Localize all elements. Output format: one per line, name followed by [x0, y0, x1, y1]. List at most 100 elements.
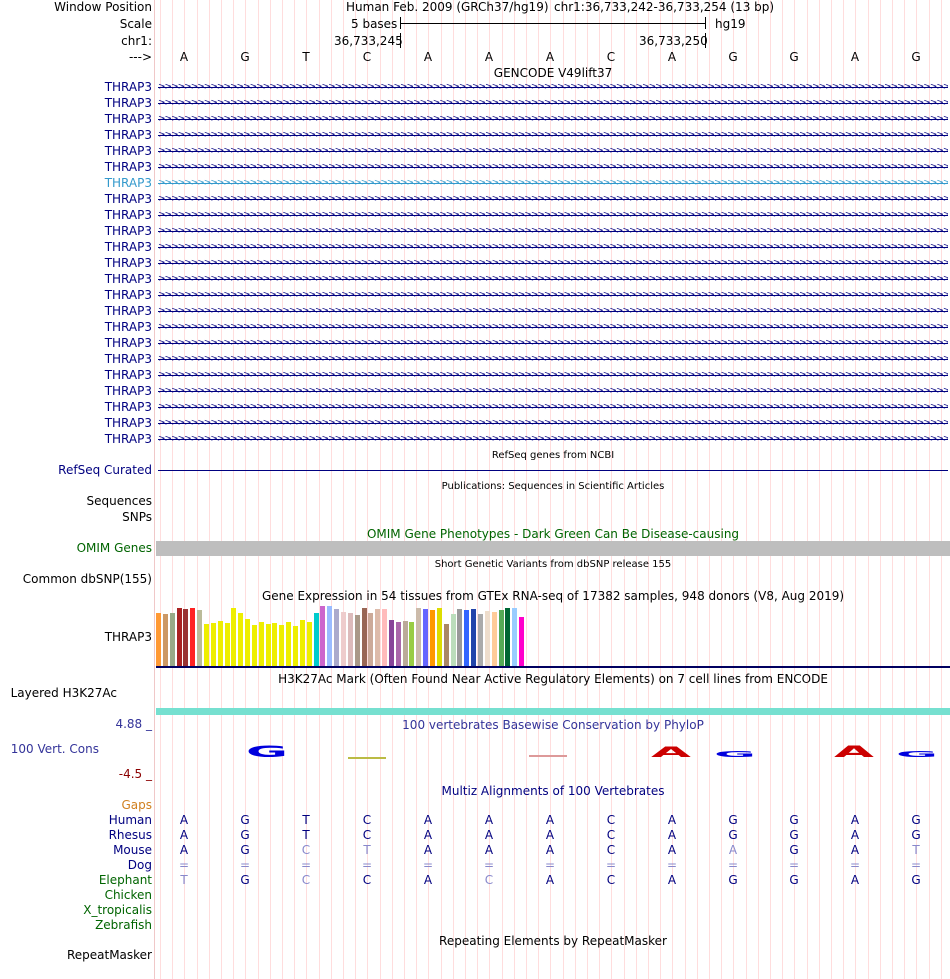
gencode-transcript-label[interactable]: THRAP3 — [104, 432, 152, 446]
gtex-tissue-bar[interactable] — [423, 609, 429, 666]
gtex-tissue-bar[interactable] — [217, 621, 223, 666]
multiz-species-label[interactable]: Mouse — [113, 843, 152, 857]
gtex-tissue-bar[interactable] — [313, 613, 319, 666]
gencode-transcript-line[interactable]: >>>>>>>>>>>>>>>>>>>>>>>>>>>>>>>>>>>>>>>>… — [158, 98, 948, 108]
gtex-tissue-bar[interactable] — [505, 608, 511, 666]
h3k27ac-signal[interactable] — [156, 708, 950, 715]
multiz-species-label[interactable]: X_tropicalis — [83, 903, 152, 917]
gtex-tissue-bar[interactable] — [388, 620, 394, 666]
repeatmasker-label[interactable]: RepeatMasker — [66, 948, 152, 962]
gencode-transcript-label[interactable]: THRAP3 — [104, 304, 152, 318]
omim-gene-band[interactable] — [156, 541, 950, 556]
gtex-tissue-bar[interactable] — [231, 608, 237, 666]
gencode-transcript-line[interactable]: >>>>>>>>>>>>>>>>>>>>>>>>>>>>>>>>>>>>>>>>… — [158, 194, 948, 204]
gtex-tissue-bar[interactable] — [183, 609, 189, 666]
gtex-tissue-bar[interactable] — [190, 608, 196, 666]
gtex-tissue-bar[interactable] — [361, 608, 367, 666]
h3k27ac-track-title[interactable]: H3K27Ac Mark (Often Found Near Active Re… — [278, 672, 828, 686]
multiz-species-label[interactable]: Human — [108, 813, 152, 827]
gencode-transcript-line[interactable]: >>>>>>>>>>>>>>>>>>>>>>>>>>>>>>>>>>>>>>>>… — [158, 130, 948, 140]
gencode-transcript-label[interactable]: THRAP3 — [104, 96, 152, 110]
gencode-transcript-label[interactable]: THRAP3 — [104, 400, 152, 414]
gencode-transcript-label[interactable]: THRAP3 — [104, 320, 152, 334]
gencode-transcript-label[interactable]: THRAP3 — [104, 208, 152, 222]
gtex-tissue-bar[interactable] — [409, 622, 415, 666]
gencode-transcript-line[interactable]: >>>>>>>>>>>>>>>>>>>>>>>>>>>>>>>>>>>>>>>>… — [158, 114, 948, 124]
gtex-tissue-bar[interactable] — [306, 622, 312, 666]
dbsnp-track-title[interactable]: Short Genetic Variants from dbSNP releas… — [434, 559, 672, 570]
gtex-tissue-bar[interactable] — [491, 612, 497, 666]
gencode-transcript-line[interactable]: >>>>>>>>>>>>>>>>>>>>>>>>>>>>>>>>>>>>>>>>… — [158, 386, 948, 396]
multiz-track-title[interactable]: Multiz Alignments of 100 Vertebrates — [441, 784, 665, 798]
gencode-transcript-line[interactable]: >>>>>>>>>>>>>>>>>>>>>>>>>>>>>>>>>>>>>>>>… — [158, 226, 948, 236]
gencode-transcript-line[interactable]: >>>>>>>>>>>>>>>>>>>>>>>>>>>>>>>>>>>>>>>>… — [158, 402, 948, 412]
gtex-tissue-bar[interactable] — [245, 619, 251, 666]
publications-track-title[interactable]: Publications: Sequences in Scientific Ar… — [441, 481, 665, 492]
refseq-label[interactable]: RefSeq Curated — [58, 463, 152, 477]
gencode-transcript-line[interactable]: >>>>>>>>>>>>>>>>>>>>>>>>>>>>>>>>>>>>>>>>… — [158, 82, 948, 92]
gtex-tissue-bar[interactable] — [450, 614, 456, 666]
dbsnp-label[interactable]: Common dbSNP(155) — [22, 572, 152, 586]
gencode-transcript-label[interactable]: THRAP3 — [104, 336, 152, 350]
omim-label[interactable]: OMIM Genes — [76, 541, 152, 555]
gtex-tissue-bar[interactable] — [457, 609, 463, 666]
multiz-species-label[interactable]: Chicken — [104, 888, 152, 902]
multiz-species-label[interactable]: Dog — [127, 858, 152, 872]
gencode-transcript-label[interactable]: THRAP3 — [104, 416, 152, 430]
gencode-transcript-label[interactable]: THRAP3 — [104, 288, 152, 302]
gtex-tissue-bar[interactable] — [512, 608, 518, 666]
gtex-tissue-bar[interactable] — [279, 625, 285, 666]
gencode-transcript-line[interactable]: >>>>>>>>>>>>>>>>>>>>>>>>>>>>>>>>>>>>>>>>… — [158, 210, 948, 220]
gencode-transcript-label[interactable]: THRAP3 — [104, 272, 152, 286]
gtex-label[interactable]: THRAP3 — [104, 630, 152, 644]
gtex-tissue-bar[interactable] — [484, 611, 490, 666]
multiz-species-label[interactable]: Elephant — [98, 873, 152, 887]
gencode-transcript-line[interactable]: >>>>>>>>>>>>>>>>>>>>>>>>>>>>>>>>>>>>>>>>… — [158, 338, 948, 348]
gencode-transcript-label[interactable]: THRAP3 — [104, 224, 152, 238]
gtex-tissue-bar[interactable] — [347, 613, 353, 666]
multiz-species-label[interactable]: Rhesus — [108, 828, 152, 842]
gtex-tissue-bar[interactable] — [443, 624, 449, 666]
gtex-tissue-bar[interactable] — [251, 625, 257, 666]
gencode-transcript-label[interactable]: THRAP3 — [104, 368, 152, 382]
gencode-transcript-line[interactable]: >>>>>>>>>>>>>>>>>>>>>>>>>>>>>>>>>>>>>>>>… — [158, 434, 948, 444]
gencode-transcript-line[interactable]: >>>>>>>>>>>>>>>>>>>>>>>>>>>>>>>>>>>>>>>>… — [158, 146, 948, 156]
gtex-tissue-bar[interactable] — [430, 610, 435, 666]
gtex-tissue-bar[interactable] — [327, 606, 333, 666]
h3k27ac-label[interactable]: Layered H3K27Ac — [10, 686, 117, 700]
gtex-tissue-bar[interactable] — [299, 620, 305, 666]
gencode-transcript-line[interactable]: >>>>>>>>>>>>>>>>>>>>>>>>>>>>>>>>>>>>>>>>… — [158, 274, 948, 284]
gtex-tissue-bar[interactable] — [203, 624, 209, 666]
gencode-transcript-line[interactable]: >>>>>>>>>>>>>>>>>>>>>>>>>>>>>>>>>>>>>>>>… — [158, 322, 948, 332]
gencode-transcript-line[interactable]: >>>>>>>>>>>>>>>>>>>>>>>>>>>>>>>>>>>>>>>>… — [158, 258, 948, 268]
refseq-track-title[interactable]: RefSeq genes from NCBI — [491, 450, 615, 461]
gtex-tissue-bar[interactable] — [498, 610, 504, 666]
gencode-transcript-label[interactable]: THRAP3 — [104, 176, 152, 190]
gtex-bar-chart[interactable] — [156, 603, 556, 666]
gtex-tissue-bar[interactable] — [368, 613, 374, 666]
gencode-transcript-line[interactable]: >>>>>>>>>>>>>>>>>>>>>>>>>>>>>>>>>>>>>>>>… — [158, 242, 948, 252]
gencode-transcript-line[interactable]: >>>>>>>>>>>>>>>>>>>>>>>>>>>>>>>>>>>>>>>>… — [158, 370, 948, 380]
gtex-tissue-bar[interactable] — [265, 624, 271, 666]
gtex-tissue-bar[interactable] — [293, 626, 298, 666]
gtex-tissue-bar[interactable] — [197, 610, 203, 666]
repeatmasker-track-title[interactable]: Repeating Elements by RepeatMasker — [439, 934, 667, 948]
gencode-transcript-label[interactable]: THRAP3 — [104, 256, 152, 270]
gencode-transcript-line[interactable]: >>>>>>>>>>>>>>>>>>>>>>>>>>>>>>>>>>>>>>>>… — [158, 290, 948, 300]
gtex-tissue-bar[interactable] — [382, 609, 388, 666]
gtex-tissue-bar[interactable] — [519, 617, 525, 666]
gencode-transcript-label[interactable]: THRAP3 — [104, 384, 152, 398]
gtex-tissue-bar[interactable] — [176, 608, 182, 666]
gtex-tissue-bar[interactable] — [334, 609, 340, 666]
gencode-transcript-label[interactable]: THRAP3 — [104, 352, 152, 366]
gencode-transcript-label[interactable]: THRAP3 — [104, 128, 152, 142]
phylop-label[interactable]: 100 Vert. Cons — [10, 742, 99, 756]
refseq-gene-line[interactable] — [158, 470, 948, 471]
gencode-transcript-label[interactable]: THRAP3 — [104, 192, 152, 206]
gencode-transcript-line[interactable]: >>>>>>>>>>>>>>>>>>>>>>>>>>>>>>>>>>>>>>>>… — [158, 306, 948, 316]
gencode-transcript-line[interactable]: >>>>>>>>>>>>>>>>>>>>>>>>>>>>>>>>>>>>>>>>… — [158, 162, 948, 172]
gtex-tissue-bar[interactable] — [340, 612, 346, 666]
gtex-tissue-bar[interactable] — [477, 614, 483, 666]
gtex-tissue-bar[interactable] — [320, 606, 326, 666]
gencode-transcript-label[interactable]: THRAP3 — [104, 160, 152, 174]
